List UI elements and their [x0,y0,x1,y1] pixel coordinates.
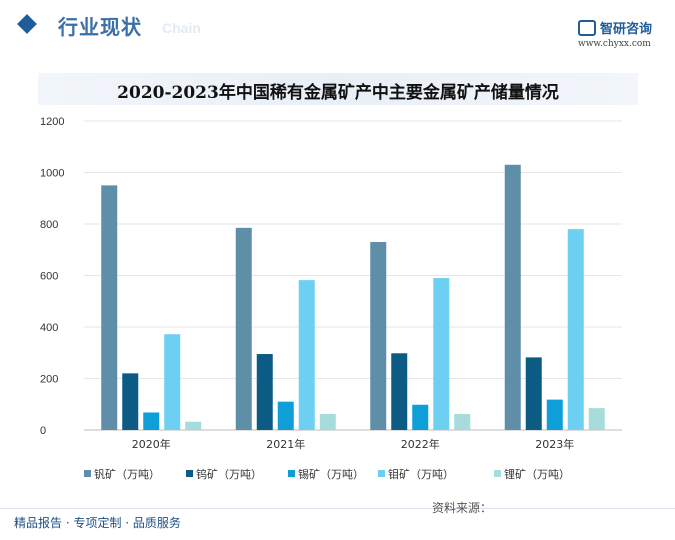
y-tick-label: 400 [40,322,58,334]
bar [122,373,139,430]
bar [319,414,336,430]
legend-label: 钼矿（万吨） [388,468,454,481]
bar [277,401,294,430]
bar [454,414,471,430]
brand-url: www.chyxx.com [578,39,651,49]
legend-swatch [186,470,193,477]
y-tick-label: 200 [40,374,58,386]
bar [433,278,450,430]
bar [370,242,387,430]
y-tick-label: 1000 [40,168,64,180]
bar [546,399,563,430]
footer-tagline: 精品报告 · 专项定制 · 品质服务 [14,516,181,530]
bar [164,334,181,430]
bar [588,408,605,430]
chart-title: 2020-2023年中国稀有金属矿产中主要金属矿产储量情况 [117,83,559,103]
x-tick-label: 2020年 [132,437,171,451]
y-tick-label: 1200 [40,116,64,128]
source-note: 资料来源： [432,501,493,515]
bar-chart: 0 200 400 600 800 1000 1200 2020年 2021年 2022年 2023… [40,116,622,451]
logo-icon [578,20,596,36]
bar [567,229,584,430]
x-tick-label: 2021年 [266,437,305,451]
y-tick-label: 600 [40,271,58,283]
bar [235,227,252,430]
bar [525,357,542,430]
bar [185,421,202,430]
legend-swatch [494,470,501,477]
title-band [38,73,638,105]
x-tick-label: 2023年 [535,437,574,451]
x-tick-label: 2022年 [401,437,440,451]
bar [256,354,273,430]
legend-label: 钒矿（万吨） [94,468,160,481]
y-tick-label: 0 [40,425,46,437]
legend-swatch [84,470,91,477]
legend-label: 锂矿（万吨） [504,468,570,481]
legend-label: 钨矿（万吨） [196,468,262,481]
footer-divider [0,508,675,509]
legend-swatch [378,470,385,477]
bar [391,353,408,430]
bar [143,412,160,430]
brand-name: 智研咨询 [600,22,653,37]
bar [504,164,521,430]
legend-swatch [288,470,295,477]
diamond-icon [17,14,37,34]
section-title: 行业现状 [58,15,142,39]
bar [412,404,429,430]
bar [298,280,315,430]
y-tick-label: 800 [40,219,58,231]
bar [101,185,118,430]
legend-label: 锡矿（万吨） [298,468,364,481]
header-watermark: Chain [162,20,201,36]
header: 行业现状 Chain 智研咨询 www.chyxx.com [0,0,675,50]
